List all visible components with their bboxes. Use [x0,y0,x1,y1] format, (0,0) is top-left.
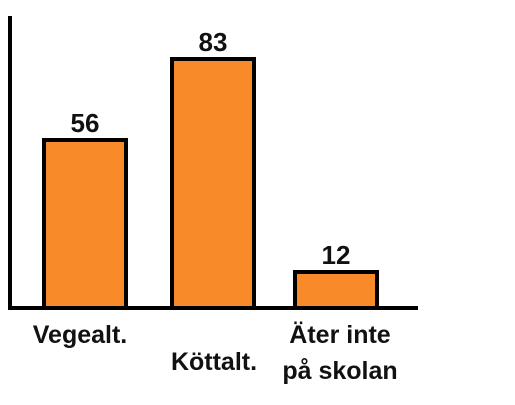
value-label-2: 12 [322,240,351,270]
category-label-2-line-1: på skolan [282,357,397,385]
category-label-0: Vegealt. [33,321,128,349]
category-label-2-line-0: Äter inte [289,321,391,349]
category-label-1: Köttalt. [171,348,257,376]
value-labels-layer: 56 83 12 [71,27,351,270]
value-label-0: 56 [71,108,100,138]
bar-2 [293,270,379,310]
value-label-1: 83 [199,27,228,57]
category-labels-layer: Vegealt. Köttalt. Äter inte på skolan [33,321,398,385]
bars-layer [42,57,379,310]
bar-1 [170,57,256,310]
axes-layer [8,16,418,310]
bar-0 [42,138,128,310]
